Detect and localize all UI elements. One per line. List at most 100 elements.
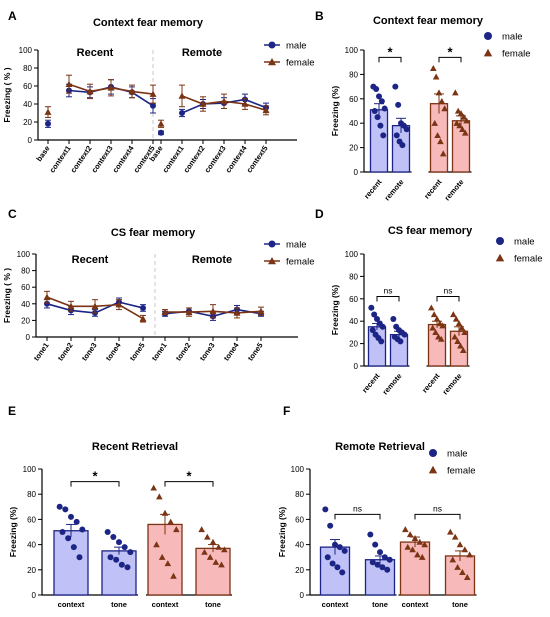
y-tick-label: 40	[349, 317, 358, 326]
subject-point	[397, 338, 404, 345]
subject-point	[336, 544, 343, 551]
subject-point	[452, 89, 459, 96]
legend-label: male	[502, 32, 523, 43]
data-point-female	[233, 309, 241, 316]
subject-point	[341, 547, 348, 554]
significance-label: ns	[384, 286, 393, 296]
y-tick-label: 0	[32, 591, 37, 600]
data-point-female	[157, 120, 165, 127]
data-point-female	[128, 87, 136, 95]
legend-marker	[268, 257, 276, 265]
significance-label: ns	[433, 503, 442, 513]
chart-title: CS fear memory	[111, 227, 196, 239]
subject-point	[379, 564, 386, 571]
legend-label: female	[286, 257, 315, 268]
subject-point	[56, 503, 63, 510]
subject-point	[118, 561, 125, 568]
data-point-female	[91, 302, 99, 310]
subject-point	[386, 556, 393, 563]
subject-point	[121, 544, 128, 551]
subject-point	[369, 327, 376, 334]
subject-point	[59, 529, 66, 535]
x-tick-label: base	[34, 144, 51, 163]
legend-marker	[484, 32, 492, 40]
y-tick-label: 60	[27, 515, 36, 524]
x-tick-label: tone	[372, 600, 388, 609]
legend-marker	[268, 240, 276, 248]
y-tick-label: 80	[295, 490, 304, 499]
subject-point	[113, 556, 120, 563]
subject-point	[393, 132, 400, 139]
y-tick-label: 40	[295, 541, 304, 550]
subject-point	[458, 324, 466, 331]
subject-point	[377, 122, 384, 129]
subtitle-recent: Recent	[72, 254, 109, 266]
chart-title: Remote Retrieval	[335, 441, 425, 453]
x-tick-label: tone	[111, 600, 127, 609]
subject-point	[68, 513, 74, 520]
significance-label: *	[447, 44, 453, 59]
y-tick-label: 60	[295, 515, 304, 524]
subject-point	[206, 553, 214, 560]
y-axis-label: Freezing ( % )	[2, 67, 12, 122]
subject-point	[164, 560, 172, 567]
x-tick-label: tone	[205, 600, 221, 609]
subject-point	[70, 544, 77, 551]
x-tick-label: tone4	[104, 340, 123, 362]
legend-label: male	[447, 449, 468, 460]
x-tick-label: context5	[245, 144, 270, 174]
subject-point	[461, 546, 469, 553]
y-tick-label: 0	[26, 333, 31, 342]
legend-marker	[428, 465, 438, 474]
chart-title: Context fear memory	[93, 17, 204, 29]
subject-point	[466, 551, 473, 558]
subject-point	[402, 526, 409, 533]
bar-female	[195, 547, 231, 596]
y-tick-label: 100	[17, 250, 31, 259]
subject-point	[432, 73, 440, 80]
subject-point	[416, 538, 424, 545]
x-tick-label: context	[322, 600, 349, 609]
subject-point	[455, 320, 463, 327]
y-tick-label: 0	[354, 168, 359, 177]
data-point-male	[44, 300, 50, 307]
data-point-female	[44, 108, 52, 115]
bar-female	[451, 120, 471, 173]
y-tick-label: 20	[27, 566, 36, 575]
y-tick-label: 40	[23, 100, 32, 109]
subject-point	[380, 132, 387, 139]
x-tick-label: recent	[422, 177, 444, 200]
subject-point	[378, 98, 385, 105]
panel-label-a: A	[8, 9, 17, 23]
x-tick-label: tone	[452, 600, 468, 609]
subject-point	[437, 138, 444, 145]
x-tick-label: recent	[360, 371, 382, 394]
subject-point	[374, 561, 381, 568]
subject-point	[332, 541, 338, 548]
legend-label: female	[502, 49, 531, 60]
subject-point	[378, 338, 385, 345]
significance-bracket	[164, 481, 214, 487]
subject-point	[379, 323, 386, 330]
y-tick-label: 0	[354, 362, 359, 371]
subtitle-remote: Remote	[192, 254, 232, 266]
legend-marker	[268, 41, 276, 49]
data-point-male	[158, 129, 164, 136]
data-point-female	[67, 302, 75, 310]
subject-point	[373, 86, 380, 93]
y-axis-label: Freezing (%)	[330, 86, 340, 137]
x-tick-label: tone3	[198, 341, 217, 363]
subject-point	[124, 564, 131, 571]
subject-point	[390, 315, 397, 322]
y-tick-label: 20	[21, 316, 30, 325]
subject-point	[430, 65, 437, 71]
subject-point	[395, 101, 402, 108]
y-tick-label: 60	[21, 283, 30, 292]
y-tick-label: 20	[23, 118, 32, 127]
significance-label: *	[186, 469, 192, 484]
legend-marker	[483, 48, 493, 57]
subject-point	[451, 333, 459, 340]
y-tick-label: 80	[23, 64, 32, 73]
y-tick-label: 60	[349, 95, 358, 104]
